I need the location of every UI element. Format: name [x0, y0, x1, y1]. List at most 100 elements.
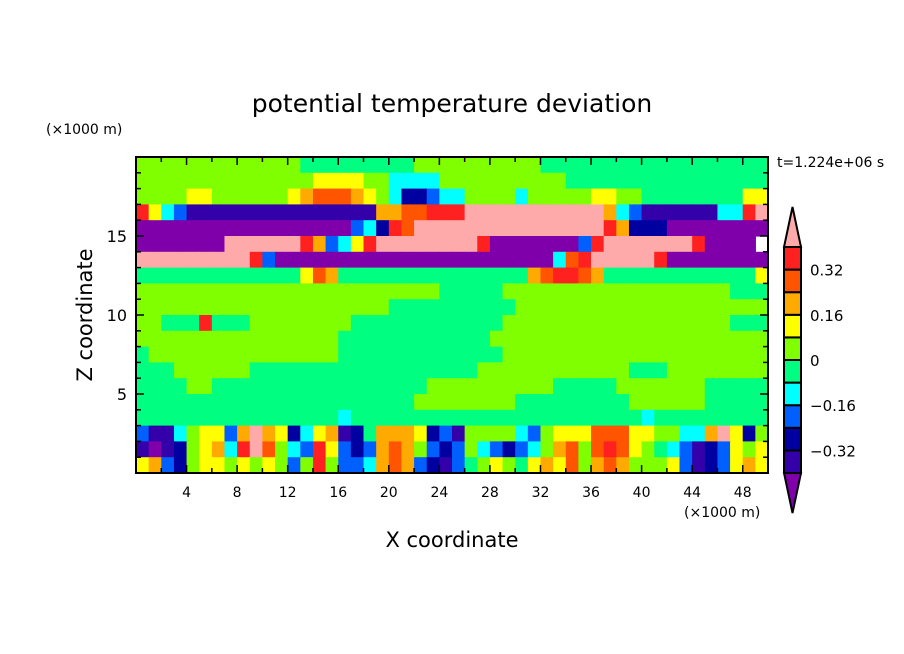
contour-cell [704, 441, 719, 458]
contour-cell [414, 362, 428, 379]
contour-cell [237, 236, 251, 253]
contour-cell [591, 236, 605, 253]
contour-cell [439, 425, 453, 442]
contour-cell [591, 283, 605, 300]
contour-cell [692, 299, 706, 316]
contour-cell [692, 362, 706, 379]
contour-cell [300, 425, 314, 442]
contour-cell [211, 188, 226, 205]
contour-cell [211, 330, 226, 348]
contour-cell [464, 330, 478, 348]
contour-cell [338, 204, 352, 221]
contour-cell [464, 236, 478, 253]
contour-cell [376, 409, 390, 427]
contour-cell [338, 457, 352, 474]
contour-cell [527, 204, 542, 221]
x-tick-label: 36 [582, 485, 600, 501]
contour-cell [591, 425, 605, 442]
contour-cell [350, 409, 365, 427]
contour-cell [439, 172, 453, 190]
contour-cell [350, 330, 365, 348]
contour-cell [148, 394, 162, 411]
contour-cell [262, 251, 276, 269]
contour-cell [426, 362, 440, 379]
x-tick-label: 32 [532, 485, 550, 501]
contour-cell [742, 299, 756, 316]
contour-cell [654, 172, 668, 190]
contour-cell [338, 394, 352, 411]
contour-cell [742, 441, 756, 458]
contour-cell [350, 204, 365, 221]
contour-cell [489, 204, 504, 221]
contour-cell [654, 157, 668, 174]
contour-cell [654, 441, 668, 458]
contour-cell [654, 204, 668, 221]
contour-cell [186, 157, 200, 174]
contour-cell [237, 299, 251, 316]
contour-cell [515, 441, 529, 458]
x-tick-label: 44 [683, 485, 701, 501]
contour-cell [414, 441, 428, 458]
contour-cell [704, 157, 719, 174]
contour-cell [641, 362, 655, 379]
contour-cell [439, 157, 453, 174]
contour-cell [186, 188, 200, 205]
contour-cell [388, 425, 403, 442]
contour-cell [717, 425, 731, 442]
contour-cell [730, 204, 744, 221]
contour-cell [237, 267, 251, 284]
contour-cell [502, 157, 516, 174]
contour-cell [388, 330, 403, 348]
contour-cell [452, 204, 466, 221]
contour-cell [325, 267, 339, 284]
contour-cell [515, 409, 529, 427]
x-tick-label: 12 [279, 485, 297, 501]
contour-cell [553, 346, 567, 363]
contour-cell [730, 220, 744, 237]
contour-cell [540, 220, 554, 237]
contour-cell [628, 204, 643, 221]
contour-cell [704, 251, 719, 269]
contour-cell [300, 204, 314, 221]
contour-cell [515, 251, 529, 269]
contour-cell [464, 457, 478, 474]
contour-cell [414, 378, 428, 395]
contour-cell [275, 394, 289, 411]
contour-cell [654, 315, 668, 332]
contour-cell [300, 157, 314, 174]
contour-cell [616, 425, 630, 442]
contour-cell [616, 251, 630, 269]
contour-cell [312, 157, 327, 174]
contour-cell [136, 236, 150, 253]
contour-cell [477, 394, 491, 411]
contour-cell [489, 283, 504, 300]
contour-cell [325, 299, 339, 316]
contour-cell [755, 425, 769, 442]
contour-cell [338, 346, 352, 363]
contour-cell [439, 283, 453, 300]
contour-cell [312, 346, 327, 363]
contour-cell [692, 251, 706, 269]
contour-cell [666, 283, 681, 300]
contour-cell [325, 251, 339, 269]
contour-cell [578, 315, 592, 332]
contour-cell [136, 157, 150, 174]
contour-cell [591, 172, 605, 190]
contour-cell [628, 425, 643, 442]
contour-cell [489, 188, 504, 205]
contour-cell [553, 172, 567, 190]
contour-cell [704, 346, 719, 363]
contour-cell [641, 346, 655, 363]
contour-cell [249, 394, 263, 411]
contour-cell [477, 157, 491, 174]
contour-cell [439, 346, 453, 363]
contour-cell [477, 299, 491, 316]
contour-cell [148, 236, 162, 253]
contour-cell [540, 315, 554, 332]
contour-cell [502, 267, 516, 284]
contour-cell [742, 315, 756, 332]
contour-cell [211, 378, 226, 395]
contour-cell [489, 441, 504, 458]
contour-cell [591, 362, 605, 379]
